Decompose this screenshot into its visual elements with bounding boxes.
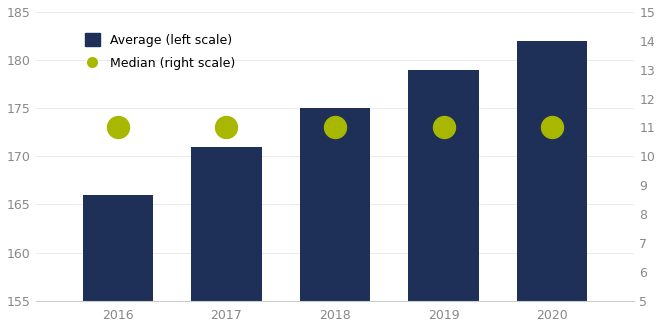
- Point: [221, 125, 232, 130]
- Bar: [408, 70, 479, 329]
- Legend: Average (left scale), Median (right scale): Average (left scale), Median (right scal…: [79, 27, 241, 77]
- Bar: [517, 41, 587, 329]
- Point: [438, 125, 449, 130]
- Bar: [191, 147, 261, 329]
- Bar: [83, 195, 153, 329]
- Point: [330, 125, 340, 130]
- Point: [547, 125, 557, 130]
- Bar: [300, 108, 370, 329]
- Point: [113, 125, 123, 130]
